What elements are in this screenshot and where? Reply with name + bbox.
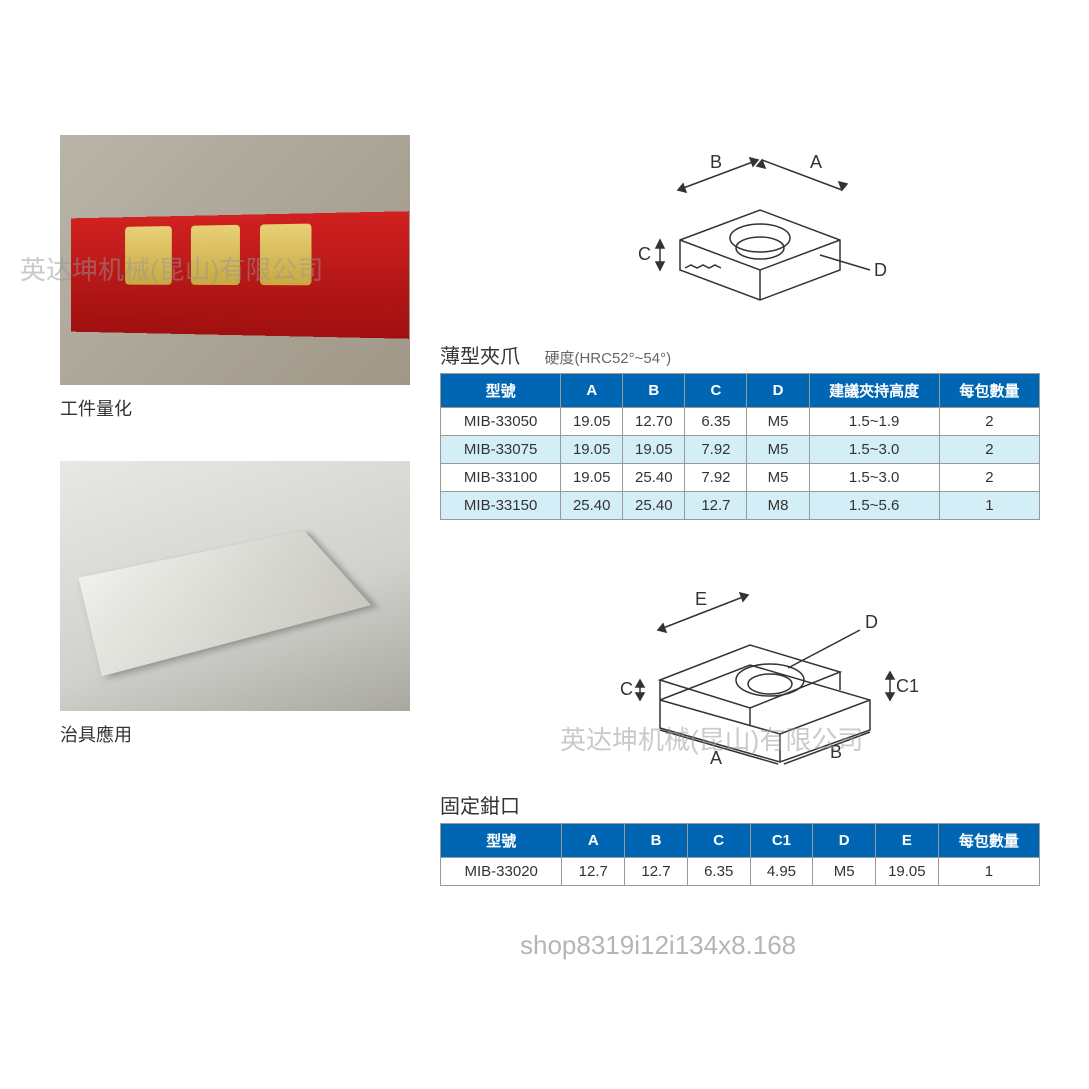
table-header-cell: C (687, 824, 750, 858)
table-cell: M8 (747, 492, 809, 520)
diagram-1: B A C D (560, 120, 920, 320)
table-header-cell: A (561, 374, 623, 408)
table1-subtitle: 硬度(HRC52°~54°) (544, 350, 671, 367)
table-1: 型號ABCD建議夾持高度每包數量MIB-3305019.0512.706.35M… (440, 373, 1040, 520)
table-cell: 1.5~1.9 (809, 408, 939, 436)
table-header-cell: C (685, 374, 747, 408)
table-header-cell: E (876, 824, 939, 858)
table-cell: 12.7 (685, 492, 747, 520)
svg-text:D: D (874, 260, 887, 280)
table-cell: 2 (939, 436, 1039, 464)
table-header-cell: 型號 (441, 374, 561, 408)
table-cell: 19.05 (876, 858, 939, 886)
table-header-cell: 建議夾持高度 (809, 374, 939, 408)
table-cell: MIB-33150 (441, 492, 561, 520)
page: 工件量化 治具應用 (0, 0, 1089, 1089)
table-header-cell: D (747, 374, 809, 408)
photo-fixture (60, 461, 410, 711)
table-header-cell: 每包數量 (939, 374, 1039, 408)
table-header-cell: B (625, 824, 688, 858)
table1-title: 薄型夾爪 (440, 340, 520, 369)
table-cell: 19.05 (561, 436, 623, 464)
table-cell: M5 (747, 408, 809, 436)
table-cell: 6.35 (685, 408, 747, 436)
right-column: B A C D 薄型夾爪 硬度(HRC52°~54°) 型號ABCD建議夾持高度… (440, 120, 1040, 886)
table-header-cell: C1 (750, 824, 813, 858)
table-cell: 12.70 (623, 408, 685, 436)
table-2: 型號ABCC1DE每包數量MIB-3302012.712.76.354.95M5… (440, 823, 1040, 886)
table-cell: 1.5~3.0 (809, 436, 939, 464)
table-row: MIB-3305019.0512.706.35M51.5~1.92 (441, 408, 1040, 436)
svg-text:C: C (638, 244, 651, 264)
table-cell: 2 (939, 408, 1039, 436)
table-row: MIB-3302012.712.76.354.95M519.051 (441, 858, 1040, 886)
table-cell: M5 (813, 858, 876, 886)
table-cell: 6.35 (687, 858, 750, 886)
table-header-cell: A (562, 824, 625, 858)
table-row: MIB-3315025.4025.4012.7M81.5~5.61 (441, 492, 1040, 520)
table-cell: M5 (747, 464, 809, 492)
table-cell: M5 (747, 436, 809, 464)
table-cell: 2 (939, 464, 1039, 492)
table-header-cell: 型號 (441, 824, 562, 858)
table-cell: 19.05 (623, 436, 685, 464)
svg-text:C: C (620, 679, 633, 699)
diagram-2: E D C C1 A B (560, 550, 920, 770)
table-cell: 12.7 (562, 858, 625, 886)
table-cell: 4.95 (750, 858, 813, 886)
table-cell: 1.5~5.6 (809, 492, 939, 520)
table-cell: 7.92 (685, 436, 747, 464)
table2-title: 固定鉗口 (440, 790, 520, 819)
svg-text:C1: C1 (896, 676, 919, 696)
watermark-3: shop8319i12i134x8.168 (520, 930, 796, 961)
left-column: 工件量化 治具應用 (60, 135, 410, 747)
svg-text:D: D (865, 612, 878, 632)
table-row: MIB-3310019.0525.407.92M51.5~3.02 (441, 464, 1040, 492)
table-cell: 1 (939, 492, 1039, 520)
table-cell: 25.40 (561, 492, 623, 520)
table-cell: 19.05 (561, 464, 623, 492)
table-cell: MIB-33020 (441, 858, 562, 886)
caption-1: 工件量化 (60, 395, 410, 421)
table-cell: 1 (938, 858, 1039, 886)
svg-text:A: A (810, 152, 822, 172)
table-cell: 7.92 (685, 464, 747, 492)
svg-text:E: E (695, 589, 707, 609)
svg-text:B: B (710, 152, 722, 172)
svg-text:A: A (710, 748, 722, 768)
table-cell: 25.40 (623, 464, 685, 492)
table-header-cell: 每包數量 (938, 824, 1039, 858)
svg-text:B: B (830, 742, 842, 762)
table-cell: 12.7 (625, 858, 688, 886)
photo-workpiece (60, 135, 410, 385)
table-cell: MIB-33100 (441, 464, 561, 492)
table-header-cell: B (623, 374, 685, 408)
table1-header: 薄型夾爪 硬度(HRC52°~54°) (440, 340, 1040, 369)
table-cell: 25.40 (623, 492, 685, 520)
table-row: MIB-3307519.0519.057.92M51.5~3.02 (441, 436, 1040, 464)
table-cell: MIB-33075 (441, 436, 561, 464)
table-cell: MIB-33050 (441, 408, 561, 436)
table-cell: 19.05 (561, 408, 623, 436)
table-header-cell: D (813, 824, 876, 858)
caption-2: 治具應用 (60, 721, 410, 747)
table2-header: 固定鉗口 (440, 790, 1040, 819)
table-cell: 1.5~3.0 (809, 464, 939, 492)
